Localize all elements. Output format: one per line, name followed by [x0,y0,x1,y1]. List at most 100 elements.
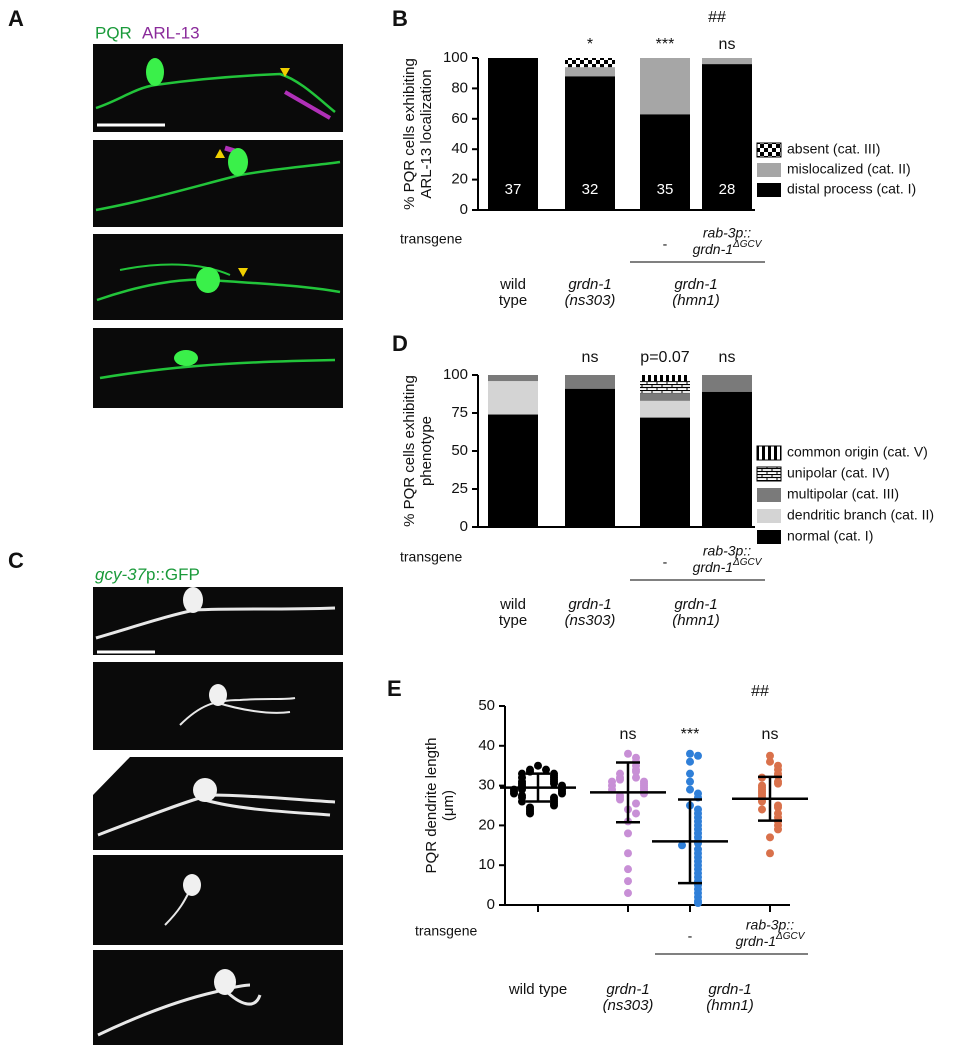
data-point [624,849,632,858]
panel-label: C [8,548,24,573]
legend-swatch [756,142,782,158]
data-point [526,809,534,818]
marker-rest: p::GFP [146,565,200,584]
y-tick-label: 20 [451,171,468,188]
legend-label: absent (cat. III) [787,141,880,157]
genotype-label: grdn-1 [606,981,649,998]
bar-segment [640,417,690,527]
y-axis-label: ARL-13 localization [418,69,435,198]
data-point [678,841,686,850]
panel-label: A [8,6,24,31]
data-point [632,809,640,818]
genotype-label: (ns303) [565,612,616,629]
genotype-label: (ns303) [603,997,654,1014]
data-point [550,801,558,810]
data-point [686,769,694,778]
legend-label: unipolar (cat. IV) [787,465,890,481]
channel-label: ARL-13 [142,23,200,42]
bar-label: 37 [505,181,522,198]
data-point [632,799,640,808]
significance-rescue: ## [751,683,769,700]
legend-swatch [757,163,781,177]
significance: ns [620,726,637,743]
significance: *** [656,36,675,53]
bar-segment [565,375,615,389]
bar-segment [640,114,690,210]
channel-label: PQR [95,23,132,42]
legend-swatch [757,509,781,523]
y-tick-label: 25 [451,480,468,497]
genotype-label: grdn-1 [674,596,717,613]
transgene-value: - [663,554,668,570]
significance: p=0.07 [640,349,689,366]
legend-label: mislocalized (cat. II) [787,161,911,177]
data-point [686,777,694,786]
transgene-value: rab-3p:: [746,917,794,933]
data-point [518,797,526,806]
bar-segment [640,393,690,401]
data-point [542,765,550,774]
significance: *** [681,726,700,743]
y-axis-label: % PQR cells exhibiting [401,375,418,527]
bar-segment [488,381,538,415]
data-point [616,795,624,804]
y-tick-label: 0 [460,201,468,218]
genotype-label: type [499,612,527,629]
y-tick-label: 75 [451,404,468,421]
panel-label: E [387,676,402,701]
y-tick-label: 20 [478,816,495,833]
data-point [624,865,632,874]
significance: ns [762,726,779,743]
data-point [766,833,774,842]
data-point [616,775,624,784]
bar-label: 32 [582,181,599,198]
transgene-gene: grdn-1 [693,559,733,575]
data-point [694,751,702,760]
genotype-label: type [499,292,527,309]
data-point [686,785,694,794]
transgene-gene: grdn-1 [693,241,733,257]
genotype-label: (hmn1) [672,292,720,309]
y-tick-label: 100 [443,49,468,66]
data-point [624,877,632,886]
data-point [774,779,782,788]
y-tick-label: 0 [487,896,495,913]
error-bar [616,761,640,824]
transgene-gene: grdn-1 [736,933,776,949]
legend-label: distal process (cat. I) [787,181,916,197]
bar-segment [488,58,538,210]
marker-gene: gcy-37 [95,565,147,584]
y-tick-label: 50 [451,442,468,459]
y-tick-label: 80 [451,79,468,96]
y-tick-label: 60 [451,110,468,127]
legend-label: multipolar (cat. III) [787,486,899,502]
transgene-value: rab-3p:: [703,543,751,559]
legend-swatch [757,488,781,502]
bar-segment [565,76,615,211]
genotype-label: (ns303) [565,292,616,309]
genotype-label: grdn-1 [674,276,717,293]
legend-label: normal (cat. I) [787,528,873,544]
bar-segment [565,58,615,68]
data-point [558,789,566,798]
y-axis-label: % PQR cells exhibiting [401,58,418,210]
significance-rescue: ## [708,9,726,26]
bar-segment [702,64,752,210]
legend-label: common origin (cat. V) [787,444,928,460]
legend-swatch [756,445,782,461]
genotype-label: (hmn1) [672,612,720,629]
transgene-value: - [688,928,693,944]
genotype-label: wild [499,596,526,613]
genotype-label: grdn-1 [708,981,751,998]
significance: ns [719,36,736,53]
bar-segment [640,58,690,115]
y-axis-label: PQR dendrite length [423,738,440,874]
genotype-label: wild [499,276,526,293]
data-point [624,829,632,838]
genotype-label: wild type [508,981,567,998]
data-point [624,749,632,758]
bar-segment [565,67,615,77]
y-axis-label: (μm) [440,790,457,821]
